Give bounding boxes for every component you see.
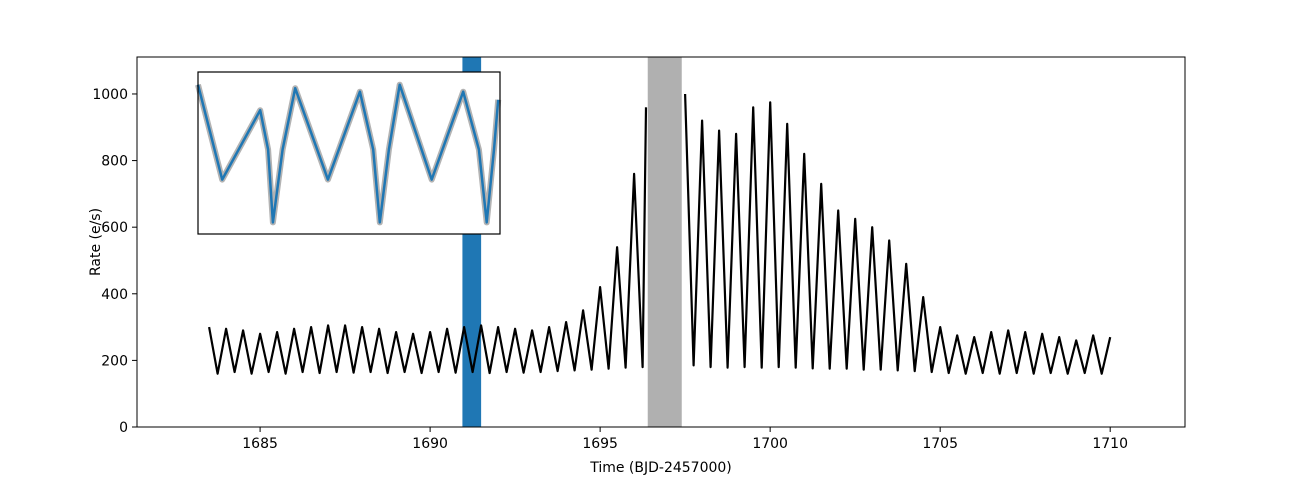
- shaded-span: [647, 57, 682, 427]
- inset-curve: [196, 83, 500, 224]
- light-curve: [208, 93, 1112, 375]
- inset-frame: [197, 71, 501, 235]
- y-tick-label: 800: [101, 154, 128, 170]
- x-tick-label: 1700: [752, 436, 788, 452]
- x-tick-label: 1685: [242, 436, 278, 452]
- x-tick-label: 1710: [1092, 436, 1128, 452]
- plot-frame: [136, 56, 1186, 428]
- y-tick-label: 0: [119, 420, 128, 436]
- inset-background: [198, 72, 500, 234]
- y-tick-label: 1000: [92, 87, 128, 103]
- y-tick-label: 600: [101, 220, 128, 236]
- x-tick-label: 1690: [412, 436, 448, 452]
- x-axis-label: Time (BJD-2457000): [589, 460, 732, 476]
- y-axis-label: Rate (e/s): [88, 208, 104, 276]
- y-tick-label: 200: [101, 353, 128, 369]
- y-tick-label: 400: [101, 287, 128, 303]
- x-tick-label: 1705: [922, 436, 958, 452]
- x-tick-label: 1695: [582, 436, 618, 452]
